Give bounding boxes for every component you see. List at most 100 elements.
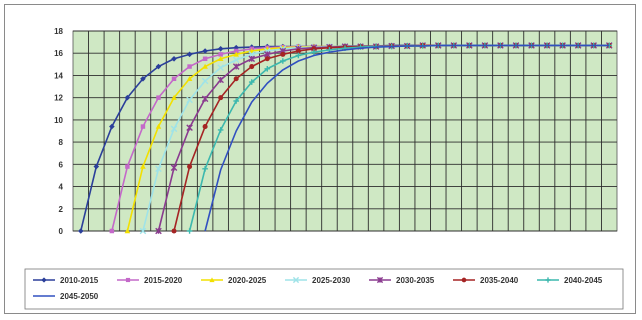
data-point [280, 51, 286, 57]
data-point [77, 228, 84, 234]
data-point [545, 277, 551, 283]
data-point [376, 276, 384, 284]
data-point [171, 228, 177, 234]
gridlines [73, 30, 617, 232]
data-point [233, 48, 239, 54]
data-point [201, 77, 209, 85]
data-point [41, 277, 47, 283]
plot-area [72, 30, 618, 232]
data-point [202, 48, 208, 54]
data-point [202, 56, 208, 62]
legend-entry: 2040-2045 [537, 276, 603, 285]
chart-frame: 0 2 4 6 8 10 12 14 16 18 2010-2015 2015-2020 2020-20… [4, 4, 636, 314]
y-tick-label: 14 [54, 71, 63, 80]
data-point [155, 63, 162, 70]
data-point [311, 46, 317, 52]
legend-entry: 2010-2015 [33, 276, 99, 285]
data-point [461, 277, 467, 283]
y-tick-label: 8 [59, 138, 64, 147]
series-line [204, 44, 610, 232]
data-point [217, 76, 224, 84]
data-point [217, 64, 224, 71]
legend-entry: 2020-2025 [201, 276, 267, 285]
y-tick-label: 2 [59, 205, 64, 214]
data-point [248, 55, 256, 63]
legend-label: 2040-2045 [564, 276, 603, 285]
legend-label: 2025-2030 [312, 276, 351, 285]
y-tick-label: 6 [59, 160, 64, 169]
data-point [217, 45, 224, 52]
legend-entry: 2015-2020 [117, 276, 183, 285]
data-point [248, 79, 255, 85]
data-point [186, 96, 193, 104]
data-point [187, 64, 192, 69]
y-tick-label: 16 [54, 49, 63, 58]
data-point [201, 95, 209, 103]
data-point [171, 76, 177, 82]
data-point [218, 52, 223, 57]
data-point [171, 94, 177, 100]
data-point [125, 164, 130, 169]
data-point [139, 227, 147, 235]
data-point [155, 227, 162, 235]
legend-label: 2030-2035 [396, 276, 435, 285]
series-8 [204, 44, 610, 232]
data-point [232, 56, 240, 64]
data-point [292, 276, 300, 284]
legend-label: 2015-2020 [144, 276, 183, 285]
data-point [186, 124, 193, 131]
data-point [202, 124, 208, 130]
data-point [109, 123, 115, 130]
data-point [124, 228, 131, 234]
data-point [280, 58, 286, 64]
data-point [233, 76, 239, 82]
line-chart: 0 2 4 6 8 10 12 14 16 18 2010-2015 2015-2020 2020-20… [24, 27, 624, 310]
legend-label: 2035-2040 [480, 276, 519, 285]
y-tick-label: 12 [54, 94, 63, 103]
data-point [209, 277, 215, 283]
data-point [202, 63, 208, 69]
y-tick-label: 10 [54, 116, 63, 125]
data-point [233, 98, 239, 104]
legend-label: 2020-2025 [228, 276, 267, 285]
y-tick-label: 0 [59, 227, 64, 236]
data-point [202, 165, 208, 172]
data-point [186, 75, 193, 82]
data-point [140, 75, 146, 82]
data-point [109, 228, 115, 234]
data-point [263, 51, 271, 58]
data-point [155, 123, 162, 129]
data-point [217, 55, 224, 62]
legend-label: 2010-2015 [60, 276, 99, 285]
data-point [125, 277, 131, 283]
data-point [249, 64, 255, 70]
data-point [186, 228, 193, 234]
data-point [232, 63, 240, 70]
data-point [295, 48, 301, 54]
data-point [311, 49, 317, 55]
data-point [170, 125, 178, 133]
y-tick-label: 18 [54, 27, 63, 36]
y-tick-label: 4 [59, 183, 64, 192]
legend-entry: 2035-2040 [453, 276, 519, 285]
data-point [140, 124, 146, 129]
data-point [155, 165, 162, 173]
legend-entry: 2025-2030 [285, 276, 351, 285]
data-point [140, 163, 146, 169]
data-point [187, 164, 193, 170]
data-point [186, 51, 193, 58]
data-point [233, 51, 239, 57]
data-point [93, 163, 100, 170]
data-point [264, 56, 270, 62]
data-point [264, 65, 271, 72]
legend-entry: 2045-2050 [33, 292, 99, 301]
data-point [156, 95, 161, 100]
legend [24, 268, 624, 310]
legend-entry: 2030-2035 [369, 276, 435, 285]
data-point [233, 44, 239, 51]
data-point [295, 52, 302, 59]
data-point [171, 55, 177, 62]
data-point [217, 127, 224, 133]
legend-label: 2045-2050 [60, 292, 99, 301]
data-point [218, 95, 224, 101]
